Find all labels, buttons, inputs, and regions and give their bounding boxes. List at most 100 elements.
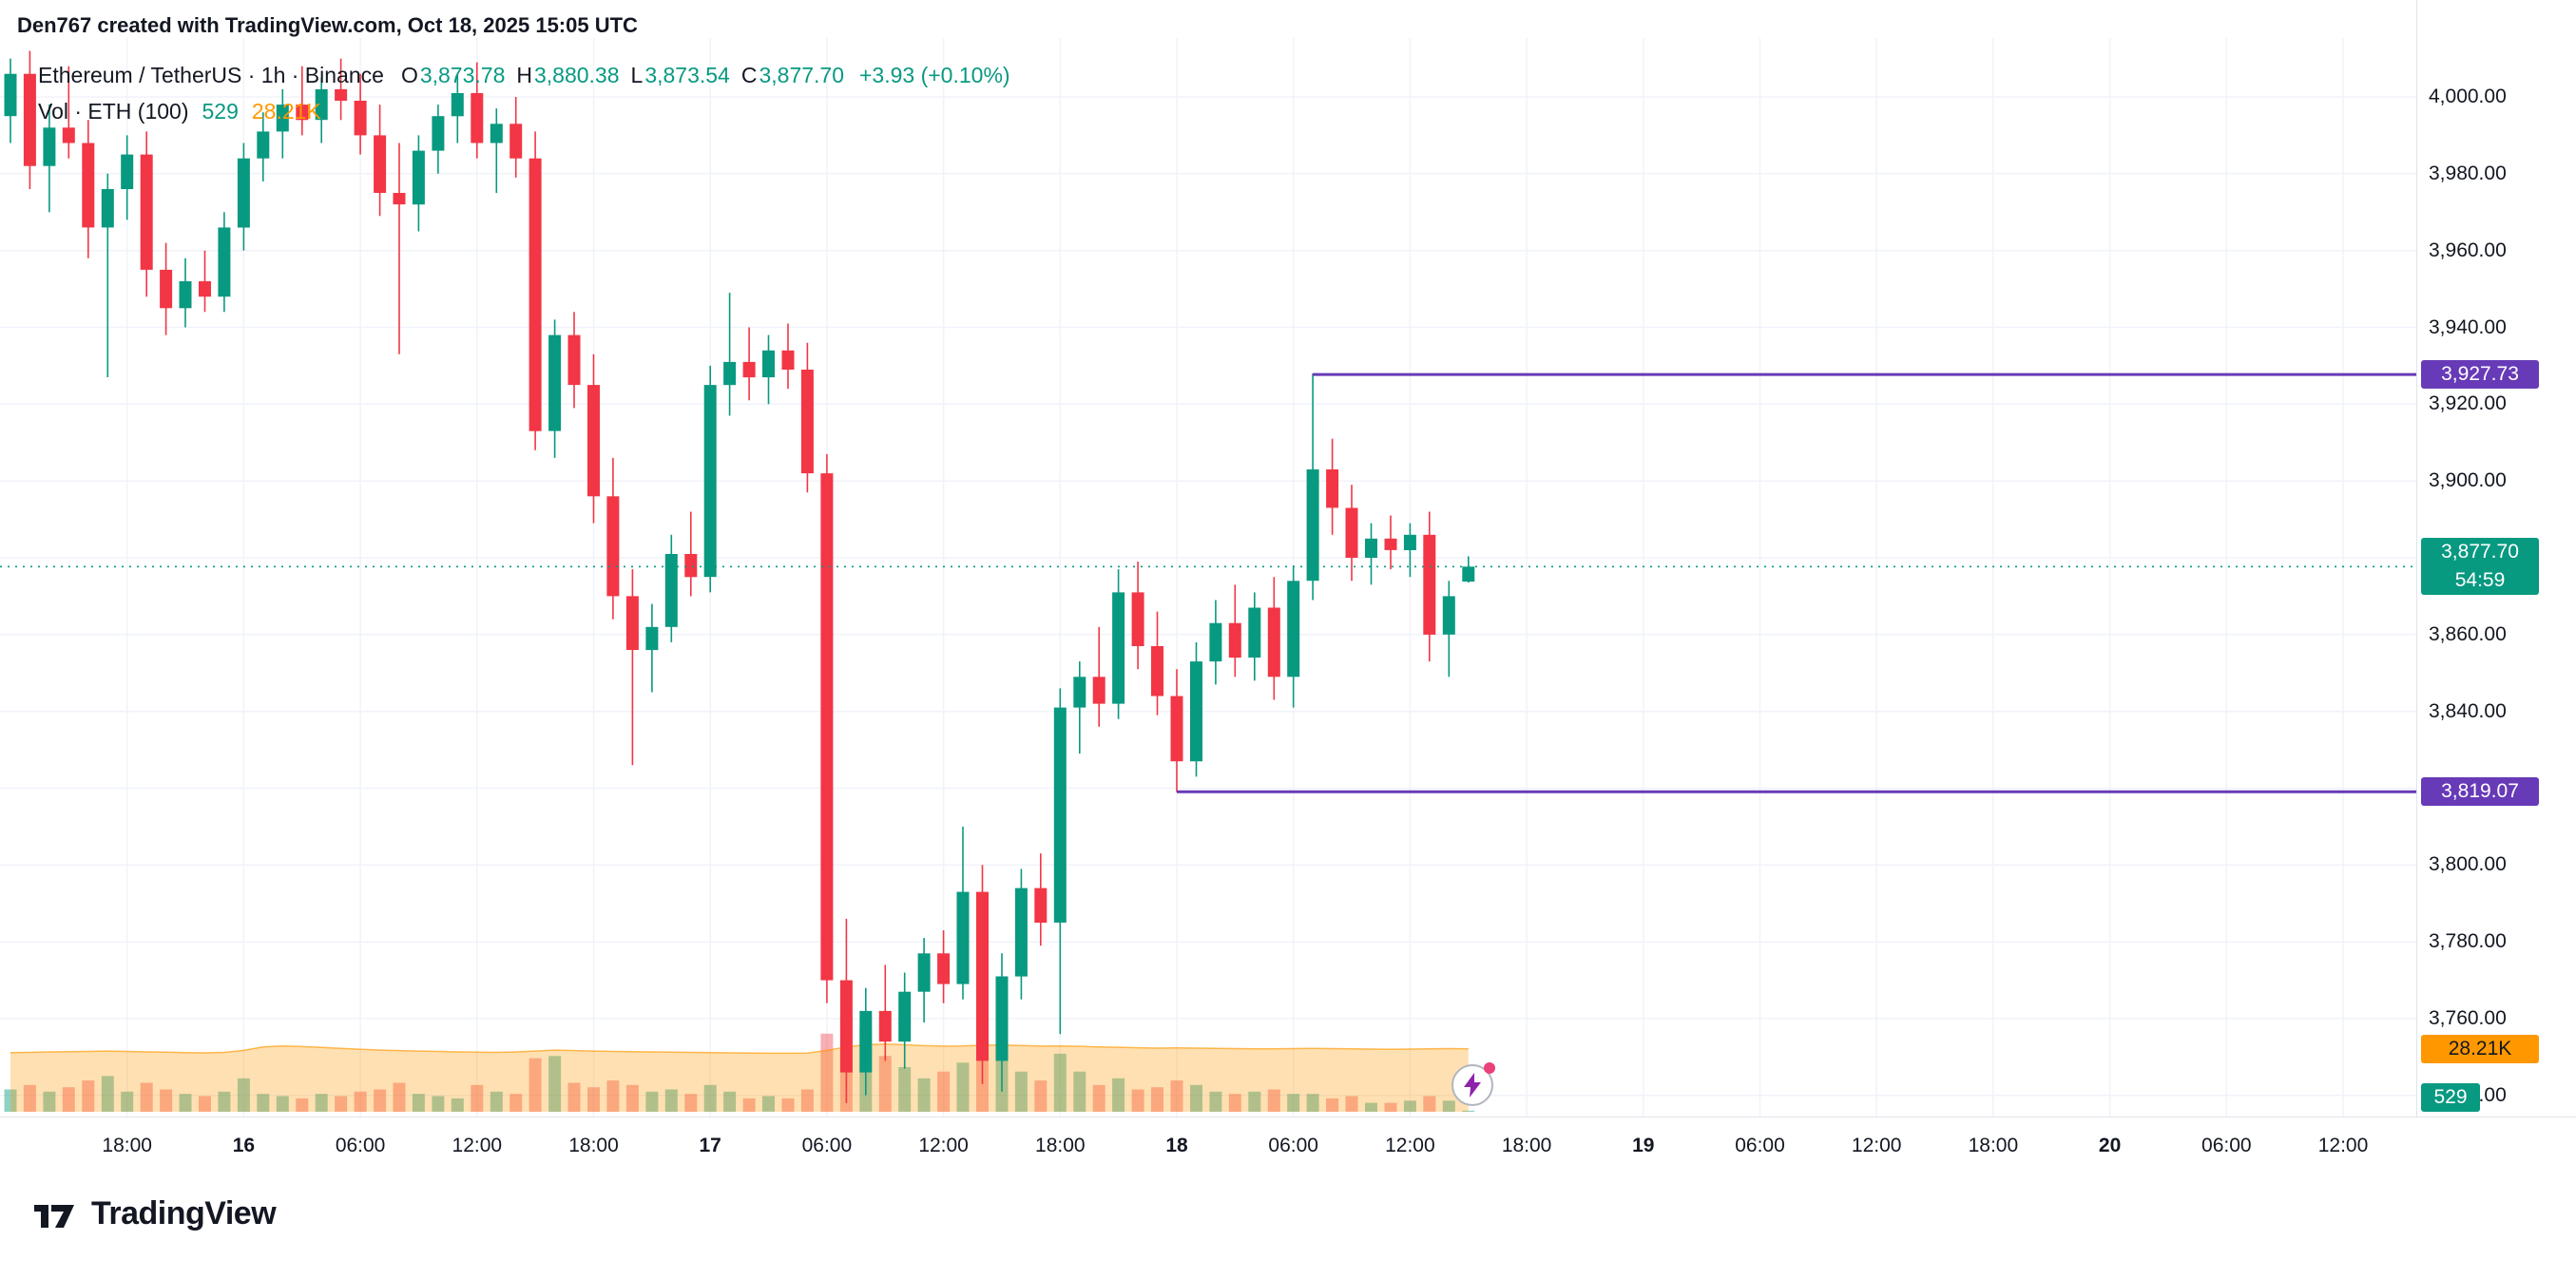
candle-body: [315, 88, 328, 121]
time-axis-label: 18:00: [1968, 1135, 2019, 1156]
price-axis[interactable]: 3,740.003,760.003,780.003,800.003,820.00…: [2416, 0, 2576, 1117]
time-axis-label: 06:00: [2201, 1135, 2252, 1156]
time-axis-label: 06:00: [1735, 1135, 1785, 1156]
candle-body: [335, 88, 348, 101]
symbol-legend-row: Ethereum / TetherUS · 1h · Binance O3,87…: [38, 57, 1010, 93]
candle-body: [1423, 534, 1436, 635]
volume-bar: [1131, 1089, 1144, 1112]
price-axis-label: 3,920.00: [2429, 392, 2507, 415]
time-axis-label: 18:00: [568, 1135, 619, 1156]
time-axis-label: 17: [699, 1135, 721, 1156]
candle-body: [121, 154, 134, 189]
volume-ma-badge: 28.21K: [2421, 1034, 2539, 1063]
volume-bar: [140, 1082, 153, 1113]
candle-body: [296, 105, 309, 121]
level-high-price-badge[interactable]: 3,927.73: [2421, 360, 2539, 390]
candle-body: [237, 158, 250, 228]
candle-body: [1442, 596, 1455, 635]
ohlc-high: H3,880.38: [516, 62, 620, 87]
candle-body: [1209, 622, 1222, 662]
volume-bar: [587, 1087, 600, 1113]
volume-ma-line: [10, 1043, 1469, 1055]
tradingview-brand[interactable]: TradingView: [34, 1195, 277, 1232]
volume-bar: [393, 1082, 406, 1113]
candle-body: [625, 596, 639, 650]
candle-body: [762, 350, 775, 378]
time-axis-label: 12:00: [2317, 1135, 2369, 1156]
candle-body: [1053, 707, 1067, 923]
candle-body: [1306, 469, 1319, 582]
time-axis-label: 06:00: [335, 1135, 386, 1156]
volume-bar: [529, 1058, 542, 1112]
volume-bar: [451, 1098, 464, 1112]
candle-body: [432, 116, 445, 151]
volume-bar: [1423, 1096, 1436, 1112]
time-axis-label: 16: [232, 1135, 256, 1156]
volume-bar: [606, 1080, 620, 1112]
volume-value: 529: [202, 98, 239, 124]
volume-legend-row: Vol · ETH (100) 529 28.21K: [38, 93, 1010, 129]
candle-body: [917, 953, 931, 992]
flash-marker-icon[interactable]: [1451, 1062, 1495, 1106]
volume-indicator-title[interactable]: Vol · ETH (100): [38, 98, 189, 124]
volume-bar: [160, 1089, 173, 1112]
candle-body: [800, 370, 814, 474]
volume-bar: [820, 1033, 834, 1113]
candle-body: [878, 1010, 892, 1042]
volume-bar: [432, 1096, 445, 1112]
candle-body: [1248, 607, 1261, 658]
volume-bar: [354, 1091, 367, 1112]
time-axis-label: 18:00: [1035, 1135, 1086, 1156]
volume-bar: [1462, 1110, 1475, 1112]
volume-bar: [199, 1096, 211, 1112]
time-axis-label: 18: [1165, 1135, 1188, 1156]
volume-bar: [1209, 1091, 1222, 1112]
volume-bar: [1326, 1098, 1339, 1112]
candle-body: [62, 127, 75, 143]
candle-body: [490, 124, 503, 143]
volume-bar: [296, 1098, 309, 1112]
candle-body: [1151, 646, 1163, 697]
volume-bar: [548, 1056, 562, 1113]
volume-bar: [1442, 1100, 1455, 1113]
candle-body: [218, 227, 231, 297]
price-axis-label: 3,840.00: [2429, 699, 2507, 722]
volume-bar: [1228, 1094, 1241, 1112]
brand-text: TradingView: [91, 1195, 277, 1231]
volume-bar: [121, 1091, 134, 1112]
volume-bar: [1073, 1071, 1086, 1112]
time-axis-label: 18:00: [102, 1135, 152, 1156]
candle-body: [664, 554, 678, 627]
candle-body: [1403, 534, 1416, 550]
candle-body: [43, 127, 56, 166]
symbol-title[interactable]: Ethereum / TetherUS · 1h · Binance: [38, 62, 384, 87]
candle-body: [471, 93, 484, 143]
time-axis-label: 12:00: [1851, 1135, 1902, 1156]
candle-body: [257, 131, 270, 159]
volume-bar: [917, 1078, 931, 1113]
candle-body: [412, 150, 425, 205]
candle-body: [703, 385, 717, 578]
price-axis-label: 3,780.00: [2429, 930, 2507, 953]
time-axis-label: 12:00: [1385, 1135, 1435, 1156]
volume-bar: [276, 1096, 289, 1112]
ohlc-close: C3,877.70: [740, 62, 844, 87]
volume-bar: [179, 1094, 192, 1112]
volume-bar: [800, 1089, 814, 1112]
chart-legend: Ethereum / TetherUS · 1h · Binance O3,87…: [38, 57, 1010, 129]
volume-bar: [509, 1094, 523, 1112]
volume-bar: [1267, 1089, 1280, 1112]
price-axis-label: 3,960.00: [2429, 239, 2507, 261]
price-axis-label: 3,760.00: [2429, 1007, 2507, 1029]
volume-bar: [1384, 1102, 1397, 1112]
candle-body: [995, 976, 1009, 1061]
level-low-price-badge[interactable]: 3,819.07: [2421, 777, 2539, 807]
candle-body: [1112, 592, 1125, 704]
volume-bar: [645, 1091, 659, 1112]
volume-bar: [1365, 1102, 1377, 1112]
time-axis-label: 18:00: [1501, 1135, 1552, 1156]
volume-bar: [723, 1091, 737, 1112]
volume-bar: [781, 1098, 795, 1112]
time-axis[interactable]: 18:00 16 06:00 12:00 18:00 17 06:00 12:00 18:00 1…: [0, 1117, 2576, 1176]
